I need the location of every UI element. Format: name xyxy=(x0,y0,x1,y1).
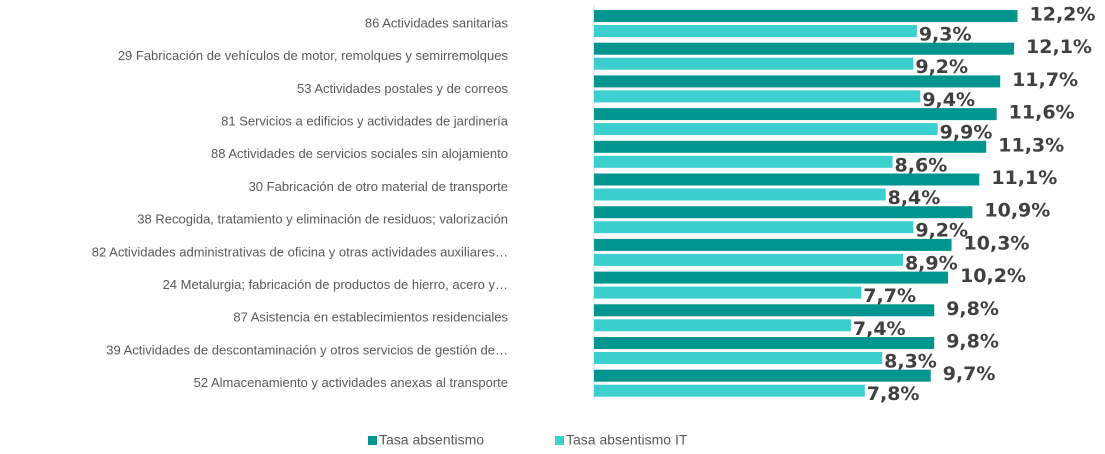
bar xyxy=(594,90,921,103)
value-label: 12,2% xyxy=(1030,4,1096,26)
bar xyxy=(594,271,949,284)
value-label: 7,8% xyxy=(867,383,920,405)
bar xyxy=(594,304,935,317)
value-label: 10,9% xyxy=(984,200,1050,222)
value-label: 8,4% xyxy=(888,187,941,209)
category-label: 38 Recogida, tratamiento y eliminación d… xyxy=(137,212,508,227)
bar xyxy=(594,337,935,349)
value-label: 8,9% xyxy=(905,252,958,274)
bar xyxy=(594,206,973,219)
bar xyxy=(594,286,862,299)
bar xyxy=(594,42,1015,55)
value-label: 9,2% xyxy=(915,56,968,78)
category-label: 52 Almacenamiento y actividades anexas a… xyxy=(194,375,508,390)
bar xyxy=(594,57,914,70)
bar xyxy=(594,188,886,201)
bar xyxy=(594,173,980,186)
category-label: 86 Actividades sanitarias xyxy=(365,15,509,30)
value-label: 11,3% xyxy=(998,134,1064,156)
value-label: 12,1% xyxy=(1026,36,1092,58)
bar xyxy=(594,155,893,168)
value-label: 11,6% xyxy=(1009,102,1075,124)
value-label: 7,4% xyxy=(853,318,906,340)
bar xyxy=(594,369,931,382)
category-label: 82 Actividades administrativas de oficin… xyxy=(92,244,508,259)
bar xyxy=(594,238,952,251)
legend-swatch xyxy=(555,436,564,445)
bar xyxy=(594,123,938,136)
value-label: 9,4% xyxy=(922,89,975,111)
category-label: 24 Metalurgia; fabricación de productos … xyxy=(163,277,508,292)
legend-swatch xyxy=(368,436,377,445)
value-label: 11,1% xyxy=(991,167,1057,189)
legend-label: Tasa absentismo xyxy=(379,432,484,448)
bar xyxy=(594,75,1001,88)
value-label: 9,2% xyxy=(915,220,968,242)
value-label: 9,9% xyxy=(940,122,993,144)
bar xyxy=(594,319,851,332)
legend-label: Tasa absentismo IT xyxy=(566,432,688,448)
category-label: 30 Fabricación de otro material de trans… xyxy=(249,179,508,194)
value-label: 9,7% xyxy=(943,363,996,385)
category-label: 39 Actividades de descontaminación y otr… xyxy=(106,342,508,357)
value-label: 11,7% xyxy=(1012,69,1078,91)
bar xyxy=(594,25,917,37)
value-label: 8,3% xyxy=(884,351,937,373)
bar xyxy=(594,221,914,234)
bar xyxy=(594,253,903,266)
value-label: 9,3% xyxy=(919,24,972,46)
bar xyxy=(594,384,865,397)
category-label: 88 Actividades de servicios sociales sin… xyxy=(211,146,508,161)
bar xyxy=(594,10,1018,22)
bar xyxy=(594,108,997,121)
category-label: 53 Actividades postales y de correos xyxy=(297,81,509,96)
category-label: 29 Fabricación de vehículos de motor, re… xyxy=(118,48,509,63)
category-label: 87 Asistencia en establecimientos reside… xyxy=(233,310,508,325)
value-label: 8,6% xyxy=(895,154,948,176)
value-label: 9,8% xyxy=(946,298,999,320)
bar xyxy=(594,352,883,364)
value-label: 10,2% xyxy=(960,265,1026,287)
value-label: 9,8% xyxy=(946,331,999,353)
value-label: 7,7% xyxy=(863,285,916,307)
bar xyxy=(594,140,987,153)
category-label: 81 Servicios a edificios y actividades d… xyxy=(221,114,509,129)
value-label: 10,3% xyxy=(964,232,1030,254)
